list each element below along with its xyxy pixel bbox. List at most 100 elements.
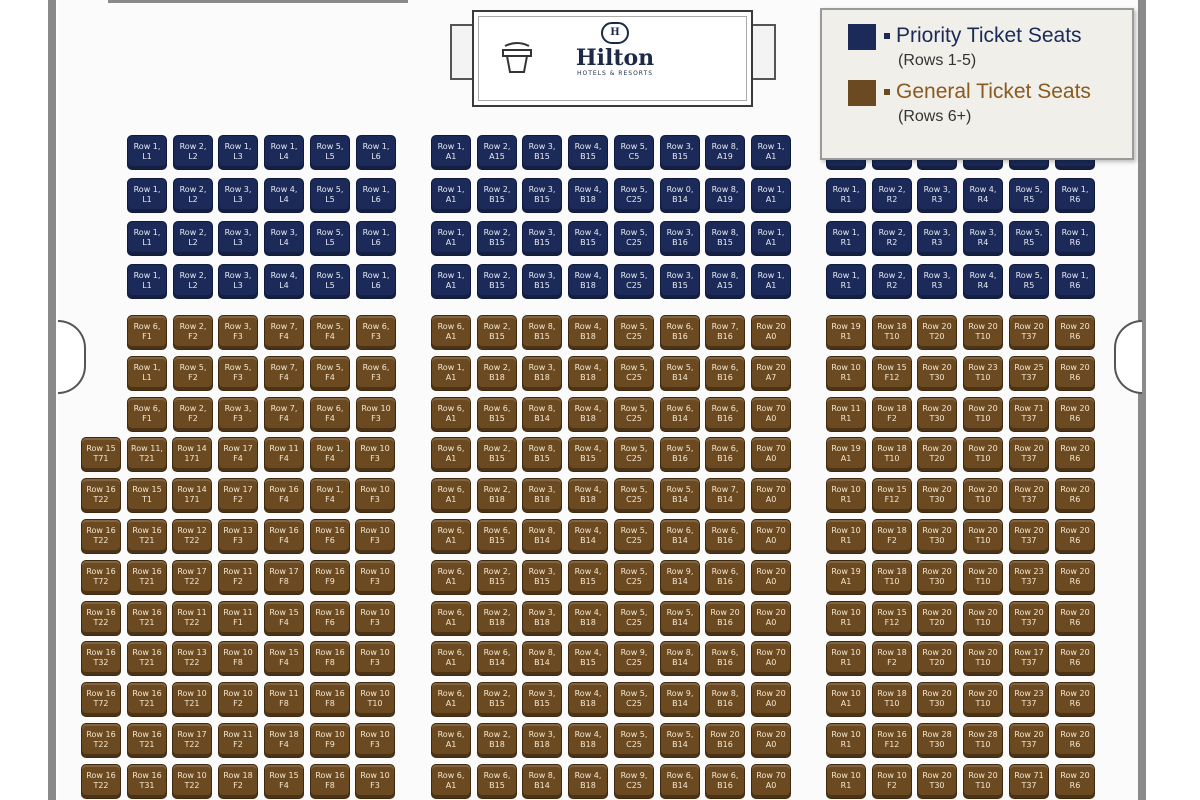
general-seat-left[interactable]: Row 10 F3 <box>355 764 395 799</box>
general-seat-center[interactable]: Row 4, B18 <box>568 723 608 758</box>
priority-seat-left[interactable]: Row 5, L5 <box>310 221 350 256</box>
general-seat-right[interactable]: Row 20 R6 <box>1055 641 1095 676</box>
priority-seat-left[interactable]: Row 4, L4 <box>264 264 304 299</box>
general-seat-right[interactable]: Row 20 T30 <box>917 397 957 432</box>
general-seat-left[interactable]: Row 16 T72 <box>81 682 121 717</box>
general-seat-center[interactable]: Row 20 A0 <box>751 560 791 595</box>
general-seat-right[interactable]: Row 20 T10 <box>963 478 1003 513</box>
general-seat-right[interactable]: Row 25 T37 <box>1009 356 1049 391</box>
priority-seat-right[interactable]: Row 4,R4 <box>963 264 1003 299</box>
general-seat-center[interactable]: Row 6, A1 <box>431 397 471 432</box>
general-seat-left[interactable]: Row 17 F8 <box>264 560 304 595</box>
general-seat-left[interactable]: Row 16 T22 <box>81 764 121 799</box>
general-seat-center[interactable]: Row 1, A1 <box>431 356 471 391</box>
general-seat-right[interactable]: Row 20 T10 <box>963 397 1003 432</box>
priority-seat-left[interactable]: Row 1, L6 <box>356 221 396 256</box>
general-seat-right[interactable]: Row 23 T37 <box>1009 682 1049 717</box>
general-seat-center[interactable]: Row 8, B16 <box>705 682 745 717</box>
general-seat-left[interactable]: Row 10 T10 <box>355 682 395 717</box>
general-seat-center[interactable]: Row 3, B18 <box>522 723 562 758</box>
general-seat-right[interactable]: Row 20 R6 <box>1055 519 1095 554</box>
priority-seat-left[interactable]: Row 5, L5 <box>310 178 350 213</box>
priority-seat-left[interactable]: Row 1, L3 <box>218 135 258 170</box>
priority-seat-left[interactable]: Row 3, L3 <box>218 178 258 213</box>
priority-seat-left[interactable]: Row 1, L1 <box>127 178 167 213</box>
general-seat-center[interactable]: Row 8, B14 <box>522 519 562 554</box>
general-seat-left[interactable]: Row 16 F6 <box>310 601 350 636</box>
general-seat-center[interactable]: Row 9, B14 <box>660 560 700 595</box>
priority-seat-center[interactable]: Row 3, B15 <box>522 221 562 256</box>
general-seat-left[interactable]: Row 6, F3 <box>356 356 396 391</box>
general-seat-center[interactable]: Row 20 A0 <box>751 723 791 758</box>
general-seat-right[interactable]: Row 20 T37 <box>1009 519 1049 554</box>
general-seat-center[interactable]: Row 3, B15 <box>522 682 562 717</box>
general-seat-right[interactable]: Row 19 A1 <box>826 437 866 472</box>
general-seat-left[interactable]: Row 16 F4 <box>264 478 304 513</box>
general-seat-left[interactable]: Row 14 171 <box>172 478 212 513</box>
general-seat-left[interactable]: Row 10 F3 <box>355 641 395 676</box>
general-seat-center[interactable]: Row 6, B16 <box>705 641 745 676</box>
general-seat-right[interactable]: Row 20 T10 <box>963 519 1003 554</box>
general-seat-left[interactable]: Row 16 T21 <box>127 641 167 676</box>
general-seat-right[interactable]: Row 10 R1 <box>826 601 866 636</box>
priority-seat-right[interactable]: Row 3, R4 <box>963 221 1003 256</box>
general-seat-right[interactable]: Row 20 T37 <box>1009 601 1049 636</box>
general-seat-center[interactable]: Row 70 A0 <box>751 641 791 676</box>
general-seat-left[interactable]: Row 17 T22 <box>172 560 212 595</box>
general-seat-left[interactable]: Row 10 F3 <box>355 601 395 636</box>
general-seat-left[interactable]: Row 16 T22 <box>81 601 121 636</box>
general-seat-right[interactable]: Row 20 R6 <box>1055 315 1095 350</box>
general-seat-center[interactable]: Row 6, A1 <box>431 560 471 595</box>
priority-seat-left[interactable]: Row 1, L1 <box>127 221 167 256</box>
general-seat-right[interactable]: Row 10 R1 <box>826 519 866 554</box>
priority-seat-left[interactable]: Row 1, L1 <box>127 264 167 299</box>
general-seat-center[interactable]: Row 4, B18 <box>568 397 608 432</box>
general-seat-center[interactable]: Row 4, B14 <box>568 519 608 554</box>
general-seat-center[interactable]: Row 9, C25 <box>614 764 654 799</box>
general-seat-left[interactable]: Row 16 F9 <box>310 560 350 595</box>
general-seat-right[interactable]: Row 20 T10 <box>963 560 1003 595</box>
general-seat-left[interactable]: Row 16 T21 <box>127 519 167 554</box>
general-seat-left[interactable]: Row 10 F3 <box>356 397 396 432</box>
general-seat-left[interactable]: Row 10 T22 <box>172 764 212 799</box>
priority-seat-center[interactable]: Row 1, A1 <box>751 264 791 299</box>
general-seat-left[interactable]: Row 5, F4 <box>310 315 350 350</box>
general-seat-right[interactable]: Row 10 R1 <box>826 641 866 676</box>
priority-seat-center[interactable]: Row 2, B15 <box>477 264 517 299</box>
general-seat-center[interactable]: Row 5, B14 <box>660 601 700 636</box>
priority-seat-center[interactable]: Row 3, B15 <box>660 135 700 170</box>
priority-seat-left[interactable]: Row 1, L6 <box>356 264 396 299</box>
general-seat-left[interactable]: Row 16 F8 <box>310 682 350 717</box>
priority-seat-right[interactable]: Row 3,R3 <box>917 221 957 256</box>
general-seat-right[interactable]: Row 20 T20 <box>917 641 957 676</box>
general-seat-left[interactable]: Row 16 T72 <box>81 560 121 595</box>
general-seat-right[interactable]: Row 20 T37 <box>1009 478 1049 513</box>
general-seat-center[interactable]: Row 6, A1 <box>431 315 471 350</box>
general-seat-right[interactable]: Row 20 R6 <box>1055 682 1095 717</box>
general-seat-center[interactable]: Row 2, B18 <box>477 356 517 391</box>
priority-seat-right[interactable]: Row 5,R5 <box>1009 178 1049 213</box>
general-seat-center[interactable]: Row 6, B16 <box>705 437 745 472</box>
general-seat-center[interactable]: Row 2, B18 <box>477 478 517 513</box>
general-seat-right[interactable]: Row 18 F2 <box>872 641 912 676</box>
general-seat-left[interactable]: Row 3, F3 <box>218 397 258 432</box>
general-seat-right[interactable]: Row 20 T30 <box>917 356 957 391</box>
general-seat-right[interactable]: Row 15 F12 <box>872 478 912 513</box>
general-seat-right[interactable]: Row 20 T10 <box>963 437 1003 472</box>
general-seat-left[interactable]: Row 10 F3 <box>355 519 395 554</box>
general-seat-center[interactable]: Row 4, B18 <box>568 682 608 717</box>
general-seat-center[interactable]: Row 7, B14 <box>705 478 745 513</box>
general-seat-left[interactable]: Row 11 F2 <box>218 560 258 595</box>
priority-seat-center[interactable]: Row 1, A1 <box>431 264 471 299</box>
general-seat-center[interactable]: Row 6, A1 <box>431 641 471 676</box>
general-seat-center[interactable]: Row 5, C25 <box>614 560 654 595</box>
general-seat-left[interactable]: Row 1, L1 <box>127 356 167 391</box>
general-seat-left[interactable]: Row 11 F1 <box>218 601 258 636</box>
general-seat-left[interactable]: Row 16 T22 <box>81 478 121 513</box>
priority-seat-left[interactable]: Row 3, L3 <box>218 264 258 299</box>
general-seat-left[interactable]: Row 16 T22 <box>81 723 121 758</box>
general-seat-center[interactable]: Row 7, B16 <box>705 315 745 350</box>
general-seat-center[interactable]: Row 5, B14 <box>660 356 700 391</box>
general-seat-right[interactable]: Row 19 R1 <box>826 315 866 350</box>
general-seat-center[interactable]: Row 4, B15 <box>568 437 608 472</box>
